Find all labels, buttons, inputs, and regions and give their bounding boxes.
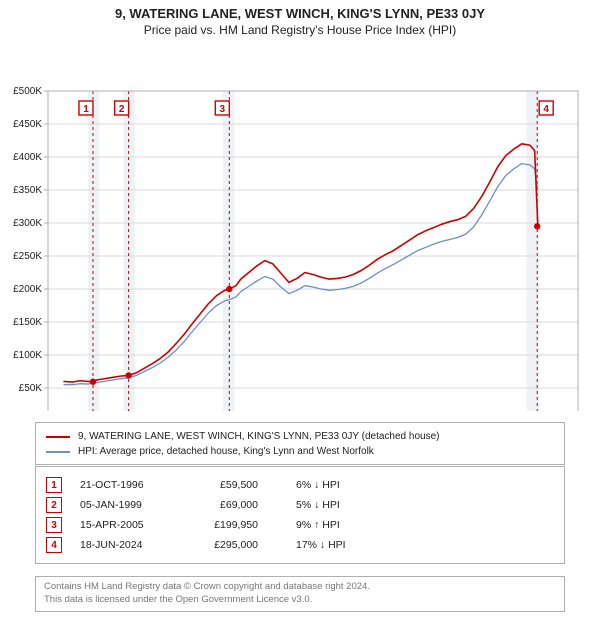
- svg-text:1: 1: [83, 104, 89, 115]
- svg-text:£450K: £450K: [13, 119, 42, 130]
- event-pct: 17% ↓ HPI: [276, 539, 396, 551]
- event-price: £295,000: [188, 539, 258, 551]
- svg-text:2: 2: [119, 104, 125, 115]
- event-marker: 2: [46, 497, 62, 513]
- footer: Contains HM Land Registry data © Crown c…: [35, 576, 565, 612]
- event-date: 18-JUN-2024: [80, 539, 170, 551]
- legend-swatch-property: [46, 436, 70, 438]
- svg-text:£500K: £500K: [13, 86, 42, 97]
- chart-title: 9, WATERING LANE, WEST WINCH, KING'S LYN…: [10, 6, 590, 21]
- event-pct: 9% ↑ HPI: [276, 519, 396, 531]
- price-chart: £0£50K£100K£150K£200K£250K£300K£350K£400…: [0, 39, 600, 411]
- svg-text:£100K: £100K: [13, 350, 42, 361]
- legend-label-hpi: HPI: Average price, detached house, King…: [78, 444, 374, 459]
- event-marker: 4: [46, 537, 62, 553]
- svg-text:4: 4: [543, 104, 549, 115]
- event-price: £59,500: [188, 479, 258, 491]
- event-row: 1 21-OCT-1996 £59,500 6% ↓ HPI: [46, 477, 554, 493]
- svg-text:£200K: £200K: [13, 284, 42, 295]
- event-row: 4 18-JUN-2024 £295,000 17% ↓ HPI: [46, 537, 554, 553]
- svg-text:£250K: £250K: [13, 251, 42, 262]
- legend: 9, WATERING LANE, WEST WINCH, KING'S LYN…: [35, 422, 565, 465]
- footer-line-1: Contains HM Land Registry data © Crown c…: [44, 581, 556, 594]
- chart-subtitle: Price paid vs. HM Land Registry's House …: [10, 23, 590, 37]
- event-date: 21-OCT-1996: [80, 479, 170, 491]
- event-row: 2 05-JAN-1999 £69,000 5% ↓ HPI: [46, 497, 554, 513]
- legend-swatch-hpi: [46, 451, 70, 453]
- event-marker: 1: [46, 477, 62, 493]
- event-price: £69,000: [188, 499, 258, 511]
- legend-label-property: 9, WATERING LANE, WEST WINCH, KING'S LYN…: [78, 429, 439, 444]
- svg-text:£300K: £300K: [13, 218, 42, 229]
- events-table: 1 21-OCT-1996 £59,500 6% ↓ HPI 2 05-JAN-1999 £…: [35, 466, 565, 564]
- event-marker: 3: [46, 517, 62, 533]
- svg-text:3: 3: [220, 104, 226, 115]
- event-pct: 6% ↓ HPI: [276, 479, 396, 491]
- svg-text:£150K: £150K: [13, 317, 42, 328]
- event-pct: 5% ↓ HPI: [276, 499, 396, 511]
- footer-line-2: This data is licensed under the Open Gov…: [44, 594, 556, 607]
- event-row: 3 15-APR-2005 £199,950 9% ↑ HPI: [46, 517, 554, 533]
- svg-text:£400K: £400K: [13, 152, 42, 163]
- event-date: 05-JAN-1999: [80, 499, 170, 511]
- svg-text:£50K: £50K: [19, 383, 43, 394]
- svg-text:£350K: £350K: [13, 185, 42, 196]
- event-date: 15-APR-2005: [80, 519, 170, 531]
- event-price: £199,950: [188, 519, 258, 531]
